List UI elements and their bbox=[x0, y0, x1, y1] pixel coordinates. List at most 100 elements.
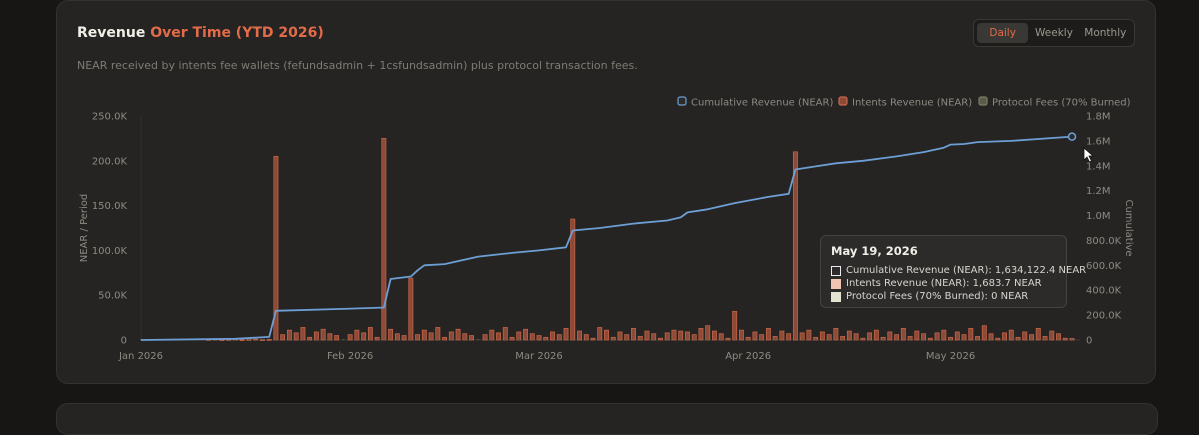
intents-bar bbox=[1008, 329, 1014, 341]
y-left-tick-label: 150.0K bbox=[92, 201, 128, 212]
intents-bar bbox=[482, 334, 488, 341]
protocol-fee-bar bbox=[922, 339, 925, 340]
protocol-fee-bar bbox=[382, 339, 385, 340]
period-toggle: Daily Weekly Monthly bbox=[973, 19, 1135, 47]
intents-bar bbox=[617, 331, 623, 341]
tooltip-row-protocol-text: Protocol Fees (70% Burned): 0 NEAR bbox=[846, 291, 1029, 302]
protocol-fee-bar bbox=[463, 339, 466, 340]
intents-bar bbox=[644, 330, 650, 341]
toggle-weekly[interactable]: Weekly bbox=[1035, 27, 1073, 39]
intents-bar bbox=[867, 332, 873, 341]
intents-bar bbox=[597, 327, 603, 341]
intents-bar bbox=[320, 328, 326, 341]
intents-bar bbox=[361, 332, 367, 341]
protocol-fee-bar bbox=[828, 339, 831, 340]
intents-bar bbox=[725, 337, 731, 341]
intents-bar bbox=[509, 336, 515, 341]
intents-bar bbox=[900, 328, 906, 341]
protocol-fee-bar bbox=[544, 339, 547, 340]
intents-bar bbox=[934, 332, 940, 341]
protocol-fee-bar bbox=[706, 339, 709, 340]
intents-bar bbox=[550, 331, 555, 341]
y-left-tick-label: 250.0K bbox=[92, 112, 128, 123]
intents-bar bbox=[752, 331, 758, 341]
intents-bar bbox=[502, 327, 508, 341]
intents-bar bbox=[873, 329, 879, 341]
intents-bar bbox=[995, 337, 1001, 341]
protocol-fee-bar bbox=[1057, 339, 1060, 340]
intents-bar bbox=[846, 330, 852, 341]
toggle-daily[interactable]: Daily bbox=[977, 23, 1029, 43]
intents-bar bbox=[792, 151, 798, 341]
y-right-tick-label: 1.8M bbox=[1086, 112, 1111, 123]
intents-bar bbox=[239, 339, 245, 341]
legend-label: Cumulative Revenue (NEAR) bbox=[691, 98, 833, 109]
protocol-fee-bar bbox=[733, 339, 736, 340]
intents-bar bbox=[286, 329, 292, 341]
protocol-fee-bar bbox=[328, 339, 331, 340]
intents-bar bbox=[489, 329, 495, 341]
tooltip-swatch-protocol bbox=[831, 291, 841, 302]
intents-bar bbox=[671, 329, 677, 341]
protocol-fee-bar bbox=[774, 339, 777, 340]
protocol-fee-bar bbox=[787, 339, 790, 340]
protocol-fee-bar bbox=[342, 339, 345, 340]
protocol-fee-bar bbox=[612, 339, 615, 340]
legend-label: Intents Revenue (NEAR) bbox=[852, 98, 972, 109]
mouse-cursor-icon bbox=[1083, 147, 1095, 163]
intents-bar bbox=[678, 330, 684, 341]
y-right-tick-label: 200.0K bbox=[1086, 311, 1122, 322]
protocol-fee-bar bbox=[747, 339, 750, 340]
protocol-fee-bar bbox=[882, 339, 885, 340]
intents-bar bbox=[469, 335, 475, 341]
protocol-fee-bar bbox=[1017, 339, 1020, 340]
y-right-tick-label: 1.0M bbox=[1086, 211, 1111, 222]
intents-bar bbox=[367, 327, 373, 341]
y-right-tick-label: 1.4M bbox=[1086, 161, 1111, 172]
intents-bar bbox=[401, 335, 407, 341]
protocol-fee-bar bbox=[1030, 339, 1033, 340]
protocol-fee-bar bbox=[531, 339, 534, 340]
protocol-fee-bar bbox=[814, 339, 817, 340]
protocol-fee-bar bbox=[301, 339, 304, 340]
y-right-tick-label: 0 bbox=[1086, 336, 1092, 347]
protocol-fee-bar bbox=[868, 339, 871, 340]
chart-title: Revenue Over Time (YTD 2026) bbox=[77, 25, 324, 41]
tooltip-row-cumulative-text: Cumulative Revenue (NEAR): 1,634,122.4 N… bbox=[846, 265, 1087, 276]
intents-bar bbox=[523, 328, 528, 341]
tooltip-row-cumulative: Cumulative Revenue (NEAR): 1,634,122.4 N… bbox=[831, 264, 1086, 277]
intents-bar bbox=[1062, 337, 1068, 341]
intents-bar bbox=[1002, 332, 1007, 341]
cumulative-line bbox=[140, 135, 1073, 341]
intents-bar bbox=[954, 331, 960, 341]
intents-bar bbox=[334, 335, 340, 341]
revenue-chart: 0 50.0K 100.0K 150.0K 200.0K 250.0K 0 200.0K 400… bbox=[79, 96, 1134, 362]
protocol-fee-bar bbox=[355, 339, 358, 340]
intents-bar bbox=[442, 336, 448, 341]
tooltip-row-intents-text: Intents Revenue (NEAR): 1,683.7 NEAR bbox=[846, 278, 1042, 289]
y-right-tick-label: 1.2M bbox=[1086, 186, 1111, 197]
protocol-fee-bar bbox=[396, 339, 399, 340]
protocol-fee-bar bbox=[490, 339, 493, 340]
legend-swatch bbox=[677, 96, 687, 106]
toggle-monthly[interactable]: Monthly bbox=[1084, 27, 1127, 39]
chart-title-accent: Over Time (YTD 2026) bbox=[150, 25, 324, 41]
legend-label: Protocol Fees (70% Burned) bbox=[992, 98, 1131, 109]
intents-bar bbox=[280, 334, 286, 341]
protocol-fee-bar bbox=[895, 339, 898, 340]
intents-bar bbox=[428, 332, 434, 341]
intents-bar bbox=[455, 328, 461, 341]
protocol-fee-bar bbox=[288, 339, 291, 340]
protocol-fee-bar bbox=[477, 339, 480, 340]
intents-bar bbox=[590, 337, 596, 341]
intents-bar bbox=[253, 338, 259, 341]
intents-bar bbox=[927, 337, 933, 341]
intents-bar bbox=[421, 329, 427, 341]
y-right-tick-label: 1.6M bbox=[1086, 136, 1111, 147]
y-right-axis-title: Cumulative bbox=[1123, 199, 1134, 256]
intents-bar bbox=[941, 329, 947, 341]
protocol-fee-bar bbox=[801, 339, 804, 340]
protocol-fee-bar bbox=[517, 339, 520, 340]
intents-bar bbox=[819, 331, 825, 341]
intents-bar bbox=[496, 332, 501, 341]
